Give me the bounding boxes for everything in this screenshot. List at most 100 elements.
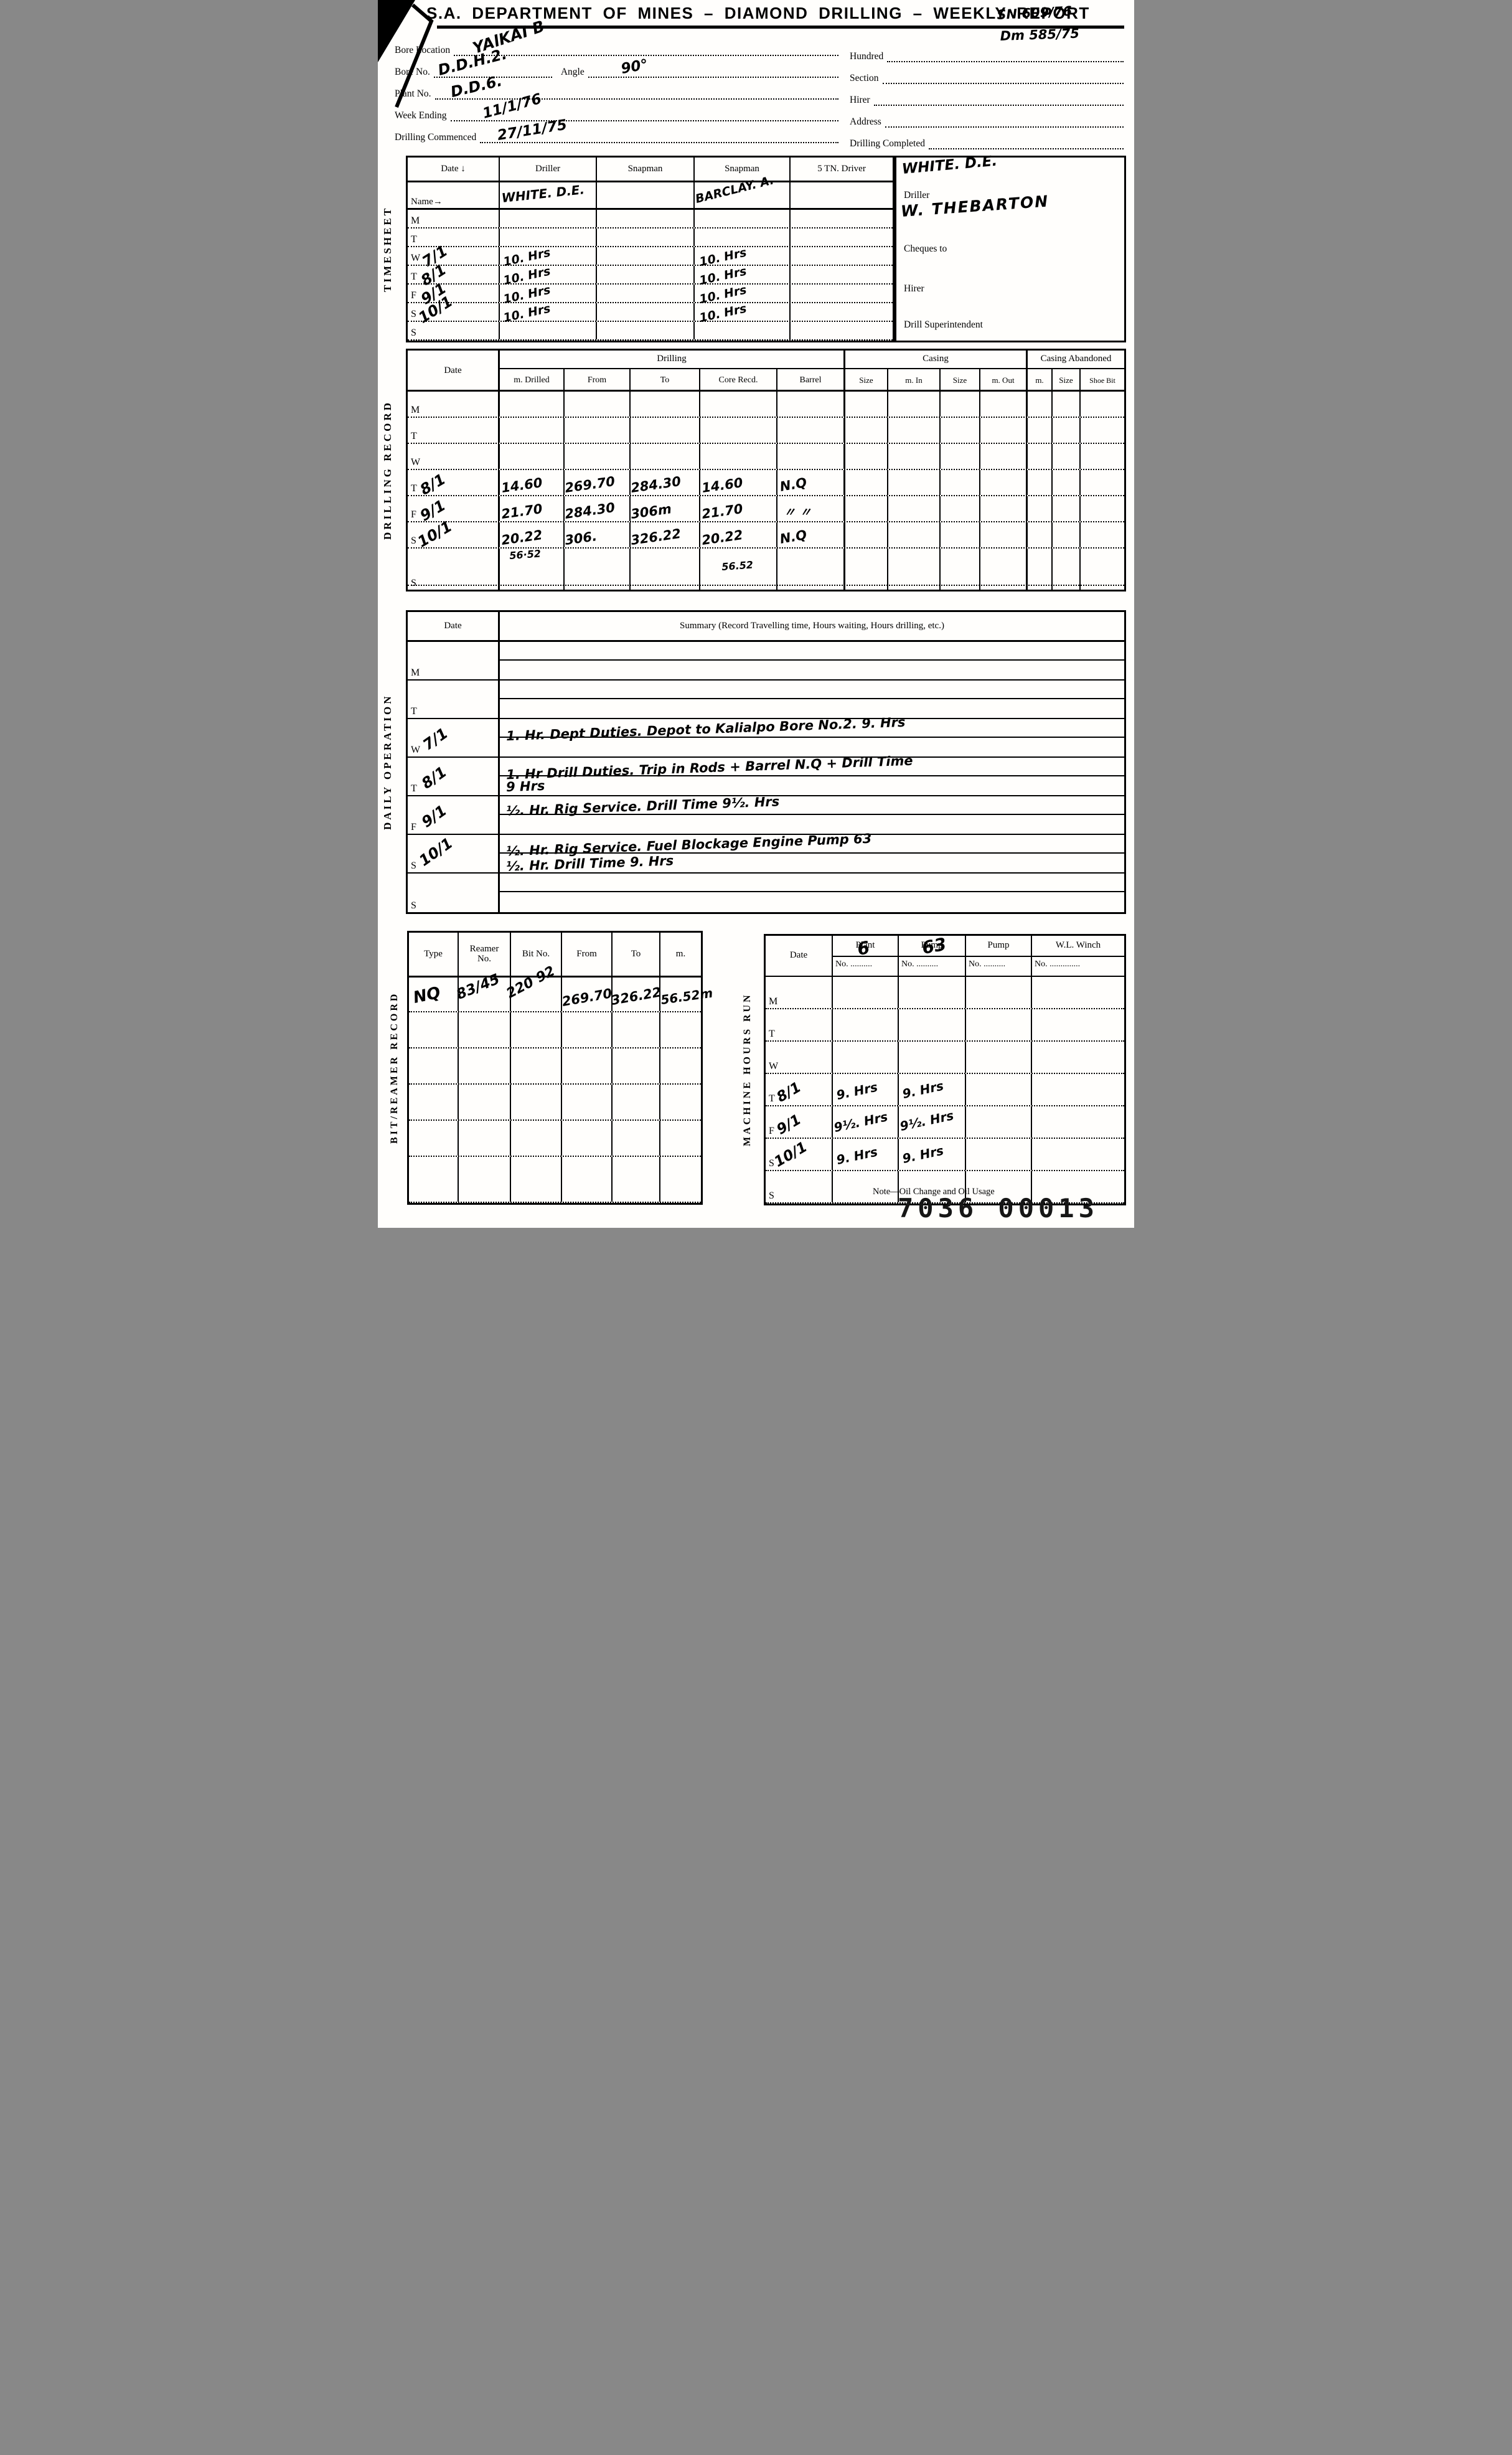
drilling-header: Date Drilling Casing Casing Abandoned m.… [408,351,1124,392]
empty-cell [899,1009,966,1040]
col-barrel: Barrel [777,369,845,392]
empty-cell [695,322,791,339]
empty-cell [1032,1106,1124,1138]
date-value: 9/1 [774,1111,804,1138]
empty-cell [631,418,700,443]
empty-cell [500,549,565,590]
empty-cell [597,303,695,321]
empty-cell [613,1121,660,1156]
timesheet-row: T [408,229,893,247]
empty-cell [409,1012,459,1047]
empty-cell [459,1085,511,1119]
side-superintendent-label: Drill Superintendent [904,319,983,330]
empty-cell [791,247,893,265]
hours-value: 10. Hrs [698,301,748,325]
empty-cell [565,418,631,443]
empty-cell [597,229,695,246]
pump-hours: 9. Hrs [901,1078,945,1101]
group-plant: Plant [833,936,899,957]
empty-cell [700,549,777,590]
col-snapman-1: Snapman [597,158,695,181]
empty-cell [888,392,941,417]
side-driller-name: WHITE. D.E. [901,153,998,177]
empty-cell [597,247,695,265]
drilling-commenced-value: 27/11/75 [496,116,568,144]
empty-cell [1032,977,1124,1008]
col-size-1: Size [845,369,888,392]
empty-cell [941,496,980,521]
empty-cell [613,1012,660,1047]
empty-cell [845,470,888,495]
empty-cell [1053,470,1081,495]
rule-line [500,661,1124,679]
from-value: 269.70 [563,473,616,496]
empty-cell [899,1171,966,1202]
empty-cell [966,977,1032,1008]
bit-reamer-row [409,1085,701,1121]
empty-cell [1053,392,1081,417]
section-label-bit-reamer: BIT/REAMER RECORD [389,991,400,1144]
empty-cell [631,549,700,590]
stamp-number: 7036 00013 [898,1193,1099,1223]
empty-cell [899,977,966,1008]
rule-line [500,681,1124,699]
empty-cell [966,1106,1032,1138]
empty-cell [899,1042,966,1073]
empty-cell [791,266,893,283]
bit-reamer-row [409,1012,701,1048]
col-type: Type [409,933,459,976]
from-value: 269.70 [561,986,613,1009]
empty-cell [966,1139,1032,1170]
date-value: 10/1 [415,517,455,551]
group-drilling: Drilling [500,351,845,369]
m-value: 56.52m [659,985,714,1007]
machine-row: T [766,1009,1124,1042]
rule-line [500,874,1124,892]
daily-row: S [408,874,1124,912]
timesheet-row: S [408,322,893,341]
empty-cell [597,266,695,283]
to-value: 326.22 [610,984,662,1008]
drilling-row: F 9/1 21.70 284.30 306m 21.70 〃 〃 [408,496,1124,525]
empty-cell [562,1085,613,1119]
pump-hours: 9. Hrs [901,1143,945,1166]
drilling-row: W [408,444,1124,470]
date-value: 8/1 [417,470,449,499]
bit-reamer-row [409,1157,701,1203]
drilling-row: T 8/1 14.60 269.70 284.30 14.60 N.Q [408,470,1124,499]
no-label: No. [969,959,982,969]
empty-cell [966,1171,1032,1202]
side-driller-label: Driller [904,190,930,200]
empty-cell [791,182,893,208]
no-label: No. [835,959,848,969]
empty-cell [845,418,888,443]
field-hirer: Hirer [850,85,1124,106]
empty-cell [980,470,1028,495]
empty-cell [500,210,597,227]
empty-cell [888,418,941,443]
empty-cell [565,444,631,469]
m-drilled-value: 21.70 [500,501,543,522]
timesheet-table: Date ↓ Driller Snapman Snapman 5 TN. Dri… [406,156,895,342]
empty-cell [500,444,565,469]
section-label-drilling-record: DRILLING RECORD [382,400,393,540]
empty-cell [1081,496,1124,521]
empty-cell [966,1009,1032,1040]
date-value: 7/1 [420,724,451,754]
col-date: Date ↓ [408,158,500,181]
empty-cell [941,522,980,547]
empty-cell [941,470,980,495]
machine-row: M [766,977,1124,1009]
empty-cell [695,210,791,227]
col-m-out: m. Out [980,369,1028,392]
empty-cell [660,1048,701,1083]
bit-reamer-header: Type Reamer No. Bit No. From To m. [409,933,701,978]
col-summary: Summary (Record Travelling time, Hours w… [680,620,944,631]
date-value: 10/1 [416,834,456,870]
pen-mark-icon [395,3,434,108]
empty-cell [888,444,941,469]
col-abandoned-size: Size [1053,369,1081,392]
empty-cell [1032,1139,1124,1170]
side-hirer-label: Hirer [904,283,924,294]
m-drilled-value: 14.60 [500,474,543,496]
